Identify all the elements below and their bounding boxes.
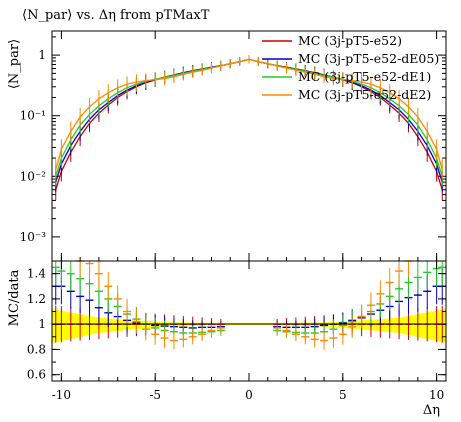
upper-y-tick-label: 10⁻¹: [20, 109, 46, 123]
lower-y-tick-labels: 0.6 0.8 1 1.2 1.4: [27, 267, 46, 382]
upper-y-axis-label: ⟨N_par⟩: [7, 39, 22, 89]
upper-y-tick-label: 1: [38, 48, 46, 62]
x-axis-label: Δη: [423, 403, 440, 418]
lower-y-axis-label: MC/data: [7, 269, 22, 326]
lower-y-tick-label: 1.2: [27, 292, 46, 306]
upper-y-tick-label: 10⁻²: [20, 169, 47, 183]
ratio-band: [52, 309, 446, 344]
legend-entry: MC (3j-pT5-e52-dE2): [298, 87, 431, 102]
lower-y-tick-label: 1: [38, 317, 46, 331]
x-tick-label: 10: [429, 388, 444, 402]
ratio-uncertainty-band: [52, 309, 446, 344]
lower-ticks: [52, 257, 446, 381]
upper-series: [55, 55, 443, 200]
x-tick-label: 0: [245, 388, 253, 402]
x-tick-label: -5: [149, 388, 161, 402]
upper-y-tick-labels: 1 10⁻¹ 10⁻² 10⁻³: [20, 48, 47, 244]
x-tick-label: -10: [52, 388, 71, 402]
legend-entry: MC (3j-pT5-e52-dE05): [298, 51, 439, 66]
upper-panel: 1 10⁻¹ 10⁻² 10⁻³ ⟨N_par⟩: [7, 30, 447, 262]
chart-title: ⟨N_par⟩ vs. Δη from pTMaxT: [22, 8, 210, 23]
lower-panel: 0.6 0.8 1 1.2 1.4 -10 -5 0 5 10 MC/data Δη: [7, 257, 447, 418]
upper-y-tick-label: 10⁻³: [20, 230, 47, 244]
lower-y-tick-label: 0.8: [27, 342, 46, 356]
x-tick-label: 5: [339, 388, 347, 402]
legend-entry: MC (3j-pT5-e52): [298, 33, 402, 48]
legend: MC (3j-pT5-e52) MC (3j-pT5-e52-dE05) MC (3…: [262, 33, 439, 102]
x-tick-labels: -10 -5 0 5 10: [52, 388, 445, 402]
legend-entry: MC (3j-pT5-e52-dE1): [298, 69, 431, 84]
lower-y-tick-label: 0.6: [27, 368, 46, 382]
lower-series: [51, 260, 447, 350]
lower-y-tick-label: 1.4: [27, 267, 46, 281]
upper-ticks: [52, 31, 446, 261]
